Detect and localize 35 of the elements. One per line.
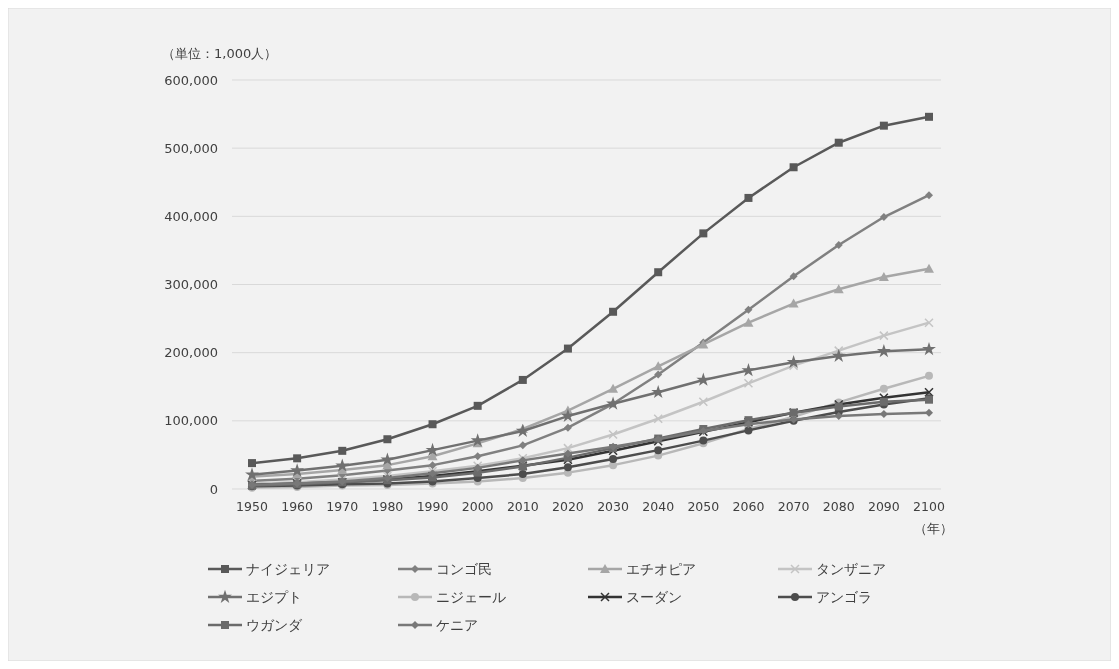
x-tick-label: 2090: [867, 499, 900, 514]
legend-label: ウガンダ: [246, 616, 303, 633]
legend-label: エチオピア: [626, 560, 696, 577]
x-tick-label: 2050: [687, 499, 720, 514]
x-tick-label: 1960: [281, 499, 314, 514]
y-tick-label: 500,000: [164, 140, 218, 156]
x-tick-label: 2060: [732, 499, 765, 514]
x-tick-label: 2070: [777, 499, 810, 514]
x-tick-label: 1970: [326, 499, 359, 514]
legend-label: タンザニア: [816, 560, 886, 577]
x-axis-title: （年）: [913, 521, 953, 536]
y-tick-label: 200,000: [164, 345, 218, 361]
x-tick-label: 1980: [371, 499, 404, 514]
x-tick-label: 2100: [913, 499, 945, 514]
legend-label: スーダン: [626, 588, 682, 605]
y-axis-title: （単位：1,000人）: [162, 46, 278, 61]
y-tick-label: 100,000: [164, 413, 218, 429]
y-tick-label: 600,000: [164, 72, 218, 88]
legend-label: ケニア: [436, 616, 478, 633]
y-tick-label: 400,000: [164, 208, 218, 224]
x-tick-label: 2080: [822, 499, 855, 514]
x-tick-label: 2030: [597, 499, 630, 514]
legend-label: ニジェール: [436, 588, 506, 605]
legend-label: エジプト: [246, 588, 302, 605]
x-tick-label: 2020: [552, 499, 584, 514]
legend-label: コンゴ民: [436, 560, 492, 577]
legend-label: ナイジェリア: [246, 560, 330, 577]
x-tick-label: 2040: [642, 499, 675, 514]
y-tick-label: 0: [209, 481, 218, 497]
x-tick-label: 2010: [506, 499, 539, 514]
x-tick-label: 1990: [416, 499, 449, 514]
legend-label: アンゴラ: [816, 588, 872, 605]
y-tick-label: 300,000: [164, 277, 218, 293]
x-tick-label: 1950: [236, 499, 268, 514]
x-tick-label: 2000: [461, 499, 494, 514]
